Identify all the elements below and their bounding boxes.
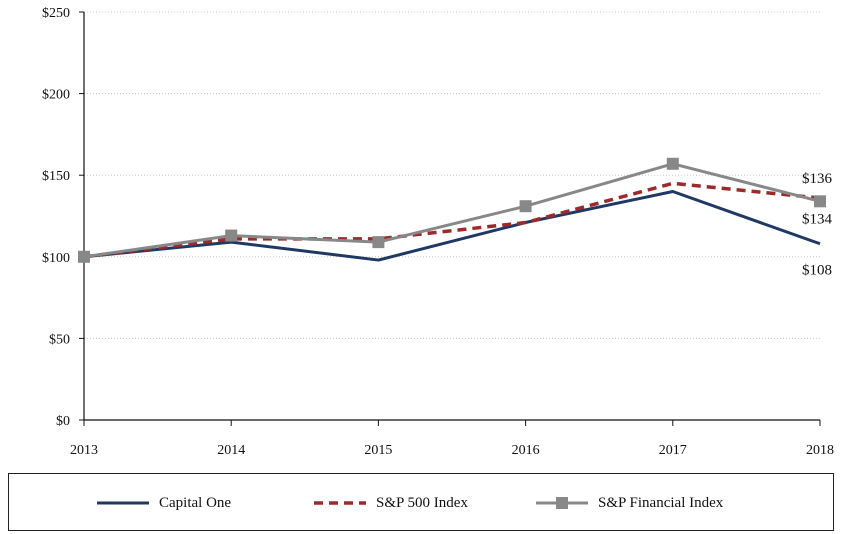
y-tick-label: $250 <box>42 6 70 21</box>
legend: Capital One S&P 500 Index S&P Financial … <box>8 473 834 531</box>
end-value-label: $134 <box>802 211 833 227</box>
end-value-label: $108 <box>802 263 832 279</box>
legend-item-sp-financial: S&P Financial Index <box>536 474 723 532</box>
line-chart: $0 $50 $100 $150 $200 $250 2013 2014 2015 2016 201… <box>42 6 834 458</box>
x-tick-label: 2014 <box>217 443 245 458</box>
legend-swatch-sp500 <box>314 501 366 505</box>
data-point-marker <box>78 250 90 263</box>
legend-swatch-capital-one <box>97 501 149 505</box>
x-tick-label: 2016 <box>512 443 540 458</box>
series <box>78 157 826 263</box>
data-point-marker <box>814 195 826 208</box>
data-point-marker <box>372 236 385 249</box>
legend-label-sp500: S&P 500 Index <box>376 494 468 511</box>
x-tick-label: 2015 <box>364 443 392 458</box>
data-point-marker <box>225 229 238 242</box>
x-tick-label: 2018 <box>806 443 834 458</box>
axes: $0 $50 $100 $150 $200 $250 2013 2014 2015 2016 201… <box>42 6 834 458</box>
y-tick-label: $150 <box>42 169 70 184</box>
data-point-marker <box>666 157 679 170</box>
end-value-label: $136 <box>802 171 833 187</box>
y-tick-label: $200 <box>42 88 70 103</box>
series-line-s-p-500-index <box>83 181 821 259</box>
legend-label-sp-financial: S&P Financial Index <box>598 494 724 511</box>
legend-label-capital-one: Capital One <box>159 494 232 511</box>
gridlines <box>84 11 820 339</box>
legend-swatch-sp-financial <box>536 497 588 509</box>
y-tick-label: $50 <box>49 332 70 347</box>
x-tick-label: 2017 <box>659 443 687 458</box>
data-point-marker <box>519 200 532 213</box>
labels: $108 $136 $134 <box>802 171 833 279</box>
y-tick-label: $0 <box>56 414 70 429</box>
x-tick-label: 2013 <box>70 443 98 458</box>
legend-item-sp500: S&P 500 Index <box>314 474 468 532</box>
series-line-capital-one <box>83 190 821 262</box>
y-tick-label: $100 <box>42 251 70 266</box>
legend-item-capital-one: Capital One <box>97 474 231 532</box>
series-line-s-p-financial-index <box>83 162 821 259</box>
